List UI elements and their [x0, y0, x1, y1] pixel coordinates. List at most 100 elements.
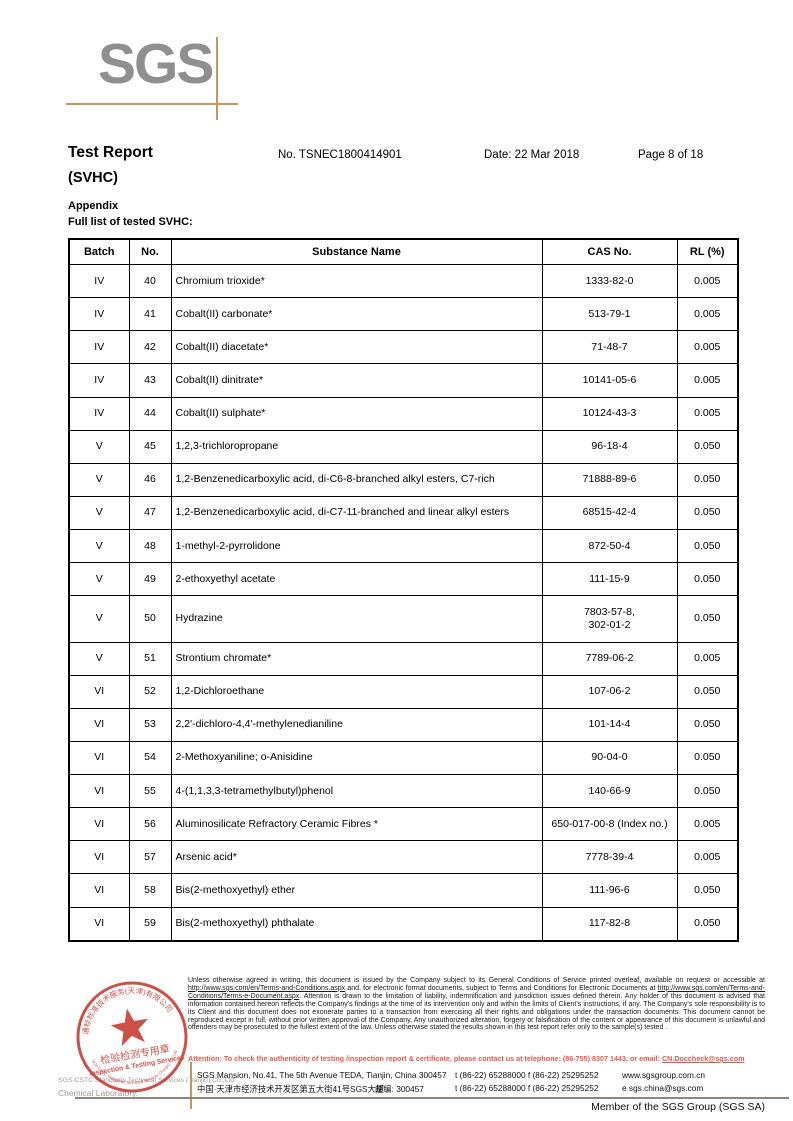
table-row: VI 58 Bis(2-methoxyethyl) ether 111-96-6 0.0… — [68, 873, 739, 908]
rl-cell: 0.050 — [676, 773, 739, 809]
rl-cell: 0.050 — [676, 873, 739, 908]
substance-name-cell: Aluminosilicate Refractory Ceramic Fibre… — [170, 807, 543, 842]
table-row: IV 42 Cobalt(II) diacetate* 71-48-7 0.005 — [68, 330, 739, 365]
appendix-label: Appendix — [68, 200, 119, 212]
rl-cell: 0.050 — [676, 674, 739, 709]
batch-cell: VI — [68, 906, 130, 942]
no-cell: 53 — [128, 707, 172, 742]
batch-cell: V — [68, 495, 130, 531]
cas-cell: 96-18-4 — [541, 429, 678, 464]
no-cell: 49 — [128, 562, 172, 597]
rl-cell: 0.050 — [676, 429, 739, 464]
substance-name-cell: 1,2,3-trichloropropane — [170, 429, 543, 464]
no-cell: 42 — [128, 330, 172, 365]
rl-cell: 0.005 — [676, 363, 739, 398]
batch-cell: VI — [68, 740, 130, 776]
rl-cell: 0.050 — [676, 462, 739, 497]
disclaimer-text-2: and, for electronic format documents, su… — [345, 984, 658, 992]
rl-cell: 0.050 — [676, 707, 739, 742]
rl-cell: 0.050 — [676, 906, 739, 942]
substance-name-cell: 1-methyl-2-pyrrolidone — [170, 528, 543, 564]
substance-name-cell: Bis(2-methoxyethyl) phthalate — [170, 906, 543, 942]
table-header-row: Batch No. Substance Name CAS No. RL (%) — [68, 238, 739, 265]
table-row: IV 44 Cobalt(II) sulphate* 10124-43-3 0.005 — [68, 396, 739, 431]
address-en: SGS Mansion, No.41, The 5th Avenue TEDA,… — [197, 1070, 447, 1080]
substance-name-cell: Cobalt(II) sulphate* — [170, 396, 543, 431]
no-cell: 48 — [128, 528, 172, 564]
no-cell: 55 — [128, 773, 172, 809]
table-row: VI 57 Arsenic acid* 7778-39-4 0.005 — [68, 840, 739, 875]
cas-cell: 7789-06-2 — [541, 641, 678, 676]
address-line-en: SGS Mansion, No.41, The 5th Avenue TEDA,… — [197, 1070, 767, 1083]
batch-cell: V — [68, 562, 130, 597]
table-row: VI 55 4-(1,1,3,3-tetramethylbutyl)phenol 14… — [68, 773, 739, 809]
no-cell: 57 — [128, 840, 172, 875]
attention-notice: Attention: To check the authenticity of … — [188, 1054, 765, 1063]
website-url[interactable]: www.sgsgroup.com.cn — [622, 1070, 706, 1080]
no-cell: 46 — [128, 462, 172, 497]
rl-cell: 0.005 — [676, 840, 739, 875]
cas-cell: 10141-05-6 — [541, 363, 678, 398]
column-header-batch: Batch — [68, 238, 130, 265]
no-cell: 52 — [128, 674, 172, 709]
cas-cell: 111-96-6 — [541, 873, 678, 908]
batch-cell: V — [68, 641, 130, 676]
cas-cell: 107-06-2 — [541, 674, 678, 709]
batch-cell: VI — [68, 674, 130, 709]
no-cell: 45 — [128, 429, 172, 464]
svhc-table: Batch No. Substance Name CAS No. RL (%) … — [68, 238, 739, 942]
cas-cell: 513-79-1 — [541, 297, 678, 332]
batch-cell: IV — [68, 297, 130, 332]
terms-link[interactable]: http://www.sgs.com/en/Terms-and-Conditio… — [188, 984, 346, 992]
address-line-cn: 中国·天津市经济技术开发区第五大街41号SGS大厦 邮编: 300457 t (… — [197, 1083, 767, 1096]
svhc-table-body: IV 40 Chromium trioxide* 1333-82-0 0.005 IV 41… — [68, 263, 739, 942]
no-cell: 54 — [128, 740, 172, 776]
cas-cell: 101-14-4 — [541, 707, 678, 742]
no-cell: 59 — [128, 906, 172, 942]
cas-cell: 111-15-9 — [541, 562, 678, 597]
batch-cell: VI — [68, 707, 130, 742]
page-subtitle: (SVHC) — [68, 170, 118, 186]
no-cell: 41 — [128, 297, 172, 332]
column-header-rl: RL (%) — [676, 238, 739, 265]
terms-e-document-link[interactable]: http://www.sgs.com/en/Terms-and-Conditio… — [188, 984, 765, 1000]
substance-name-cell: 2,2'-dichloro-4,4'-methylenedianiline — [170, 707, 543, 742]
table-row: V 49 2-ethoxyethyl acetate 111-15-9 0.050 — [68, 562, 739, 597]
cas-cell: 7778-39-4 — [541, 840, 678, 875]
cas-cell: 10124-43-3 — [541, 396, 678, 431]
no-cell: 43 — [128, 363, 172, 398]
table-row: V 47 1,2-Benzenedicarboxylic acid, di-C7-1… — [68, 495, 739, 531]
substance-name-cell: 1,2-Benzenedicarboxylic acid, di-C7-11-b… — [170, 495, 543, 531]
lab-company-name: SGS-CSTC Standards Technical Services (T… — [58, 1077, 236, 1084]
table-row: V 48 1-methyl-2-pyrrolidone 872-50-4 0.050 — [68, 528, 739, 564]
footer-rule — [75, 1097, 789, 1099]
cas-cell: 71888-89-6 — [541, 462, 678, 497]
table-row: IV 43 Cobalt(II) dinitrate* 10141-05-6 0.005 — [68, 363, 739, 398]
cas-cell: 1333-82-0 — [541, 263, 678, 299]
doccheck-email-link[interactable]: CN.Doccheck@sgs.com — [661, 1054, 745, 1063]
batch-cell: IV — [68, 330, 130, 365]
table-row: V 51 Strontium chromate* 7789-06-2 0.005 — [68, 641, 739, 676]
batch-cell: V — [68, 528, 130, 564]
full-list-label: Full list of tested SVHC: — [68, 216, 193, 228]
address-cn: 中国·天津市经济技术开发区第五大街41号SGS大厦 — [197, 1084, 385, 1094]
rl-cell: 0.005 — [676, 263, 739, 299]
substance-name-cell: Cobalt(II) dinitrate* — [170, 363, 543, 398]
rl-cell: 0.050 — [676, 528, 739, 564]
page-title: Test Report — [68, 144, 153, 161]
no-cell: 47 — [128, 495, 172, 531]
table-row: V 45 1,2,3-trichloropropane 96-18-4 0.050 — [68, 429, 739, 464]
substance-name-cell: 2-ethoxyethyl acetate — [170, 562, 543, 597]
cas-cell: 650-017-00-8 (Index no.) — [541, 807, 678, 842]
substance-name-cell: Strontium chromate* — [170, 641, 543, 676]
table-row: VI 52 1,2-Dichloroethane 107-06-2 0.050 — [68, 674, 739, 709]
cas-cell: 140-66-9 — [541, 773, 678, 809]
cas-cell: 117-82-8 — [541, 906, 678, 942]
contact-email[interactable]: e sgs.china@sgs.com — [622, 1083, 704, 1093]
rl-cell: 0.005 — [676, 396, 739, 431]
cas-cell: 872-50-4 — [541, 528, 678, 564]
batch-cell: V — [68, 462, 130, 497]
report-number: No. TSNEC1800414901 — [278, 149, 402, 161]
table-row: V 46 1,2-Benzenedicarboxylic acid, di-C6-8… — [68, 462, 739, 497]
batch-cell: VI — [68, 807, 130, 842]
